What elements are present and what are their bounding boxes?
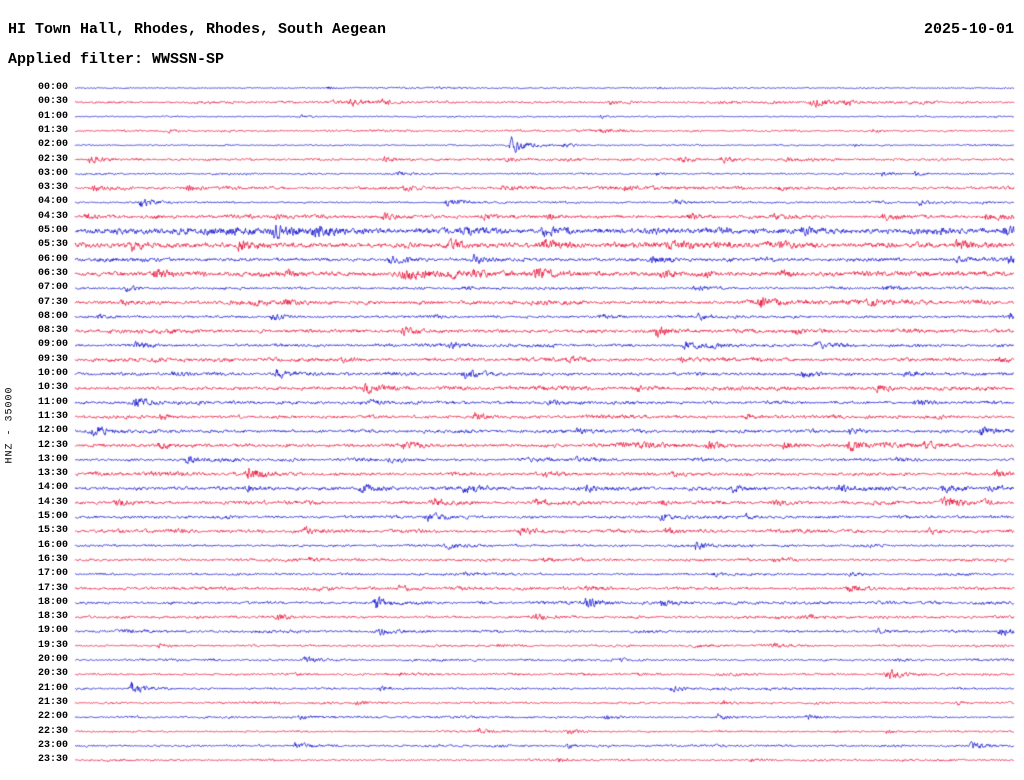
helicorder-traces-canvas <box>0 0 1024 780</box>
helicorder-page: HI Town Hall, Rhodes, Rhodes, South Aege… <box>0 0 1024 780</box>
